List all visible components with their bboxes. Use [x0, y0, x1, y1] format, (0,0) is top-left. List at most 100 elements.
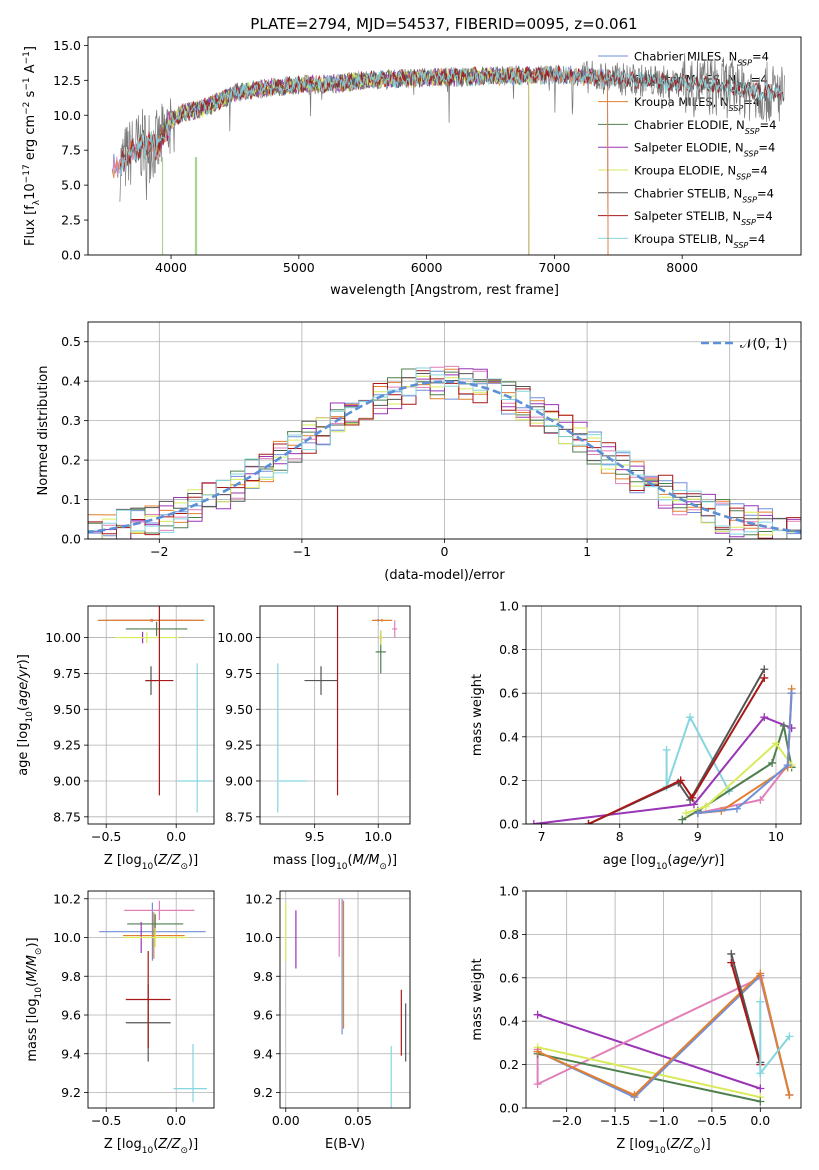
legend-label: Kroupa STELIB, N [634, 232, 734, 246]
x-tick-label: 9 [694, 829, 702, 844]
label-part: 10 [34, 987, 44, 999]
label-part: ] [392, 853, 397, 868]
legend-label: Kroupa ELODIE, N [634, 164, 736, 178]
z-mass-plot-area [99, 900, 207, 1103]
model-spectrum-salpeter-miles [111, 64, 609, 255]
legend-entry-salpeter-elodie: Salpeter ELODIE, NSSP=4 [634, 141, 775, 159]
y-tick-label: 0.0 [499, 1101, 519, 1116]
weight-point-chabrier-elodie [779, 721, 788, 730]
weight-point-kroupa-elodie [701, 802, 710, 811]
legend-entry-chabrier-stelib: Chabrier STELIB, NSSP=4 [634, 186, 774, 204]
label-part: ) [25, 942, 40, 947]
y-tick-label: 10.00 [45, 630, 81, 645]
label-part: 10 [142, 1146, 154, 1156]
residuals-plot-area [88, 365, 801, 539]
label-part: ( [348, 853, 353, 868]
y-label-part: ] [23, 46, 38, 51]
y-axis-label: Flux [fλ10−17 erg cm−2 s−1 A−1] [22, 46, 42, 246]
spectrum-frame [87, 36, 802, 256]
y-tick-label: 9.50 [225, 702, 253, 717]
legend-sub: SSP [741, 218, 756, 227]
label-part: ] [25, 937, 40, 942]
x-axis-label: (data-model)/error [384, 568, 505, 583]
label-part: / [363, 853, 370, 868]
label-part: ) [16, 659, 31, 664]
legend-sub: SSP [736, 172, 751, 181]
x-tick-label: 10 [768, 829, 784, 844]
x-tick-label: −1.0 [648, 1113, 678, 1128]
y-tick-label: 8.75 [53, 809, 81, 824]
weight-point-kroupa-miles [756, 969, 765, 978]
weight-point-salpeter-stelib [727, 958, 736, 967]
weight-point-chabrier-miles [693, 809, 702, 818]
label-part: ] [16, 654, 31, 659]
weight-point-salpeter-elodie [533, 1010, 542, 1019]
y-tick-label: 0.4 [61, 374, 81, 389]
x-tick-label: 0.0 [166, 1113, 186, 1128]
label-part: ⊙ [180, 1146, 188, 1156]
x-tick-label: 0.05 [344, 1113, 372, 1128]
x-axis-label: wavelength [Angstrom, rest frame] [330, 283, 559, 298]
label-part: ( [153, 853, 158, 868]
label-part: ⊙ [34, 948, 44, 956]
label-part: ] [719, 853, 724, 868]
label-part: age [log [16, 723, 31, 776]
weight-line-kroupa-miles [697, 688, 793, 815]
weight-point-kroupa-stelib [756, 997, 765, 1006]
figure-title: PLATE=2794, MJD=54537, FIBERID=0095, z=0… [250, 15, 637, 33]
weight-z-frame [525, 890, 802, 1109]
weight-point-salpeter-elodie [760, 713, 769, 722]
legend-entry-kroupa-miles: Kroupa MILES, NSSP=4 [634, 95, 760, 113]
label-part: mass [log [273, 853, 336, 868]
label-part: age [672, 853, 696, 868]
y-tick-label: 9.00 [225, 773, 253, 788]
weight-point-salpeter-stelib [688, 793, 697, 802]
weight-line-kroupa-miles [537, 971, 791, 1097]
weight-point-kroupa-stelib [662, 745, 671, 754]
y-label-part: −1 [22, 51, 32, 64]
y-tick-label: 0.5 [61, 334, 81, 349]
x-tick-label: 0.0 [166, 829, 186, 844]
axis-label: mass [log10(M/M⊙)] [25, 937, 44, 1061]
y-tick-label: 9.25 [225, 738, 253, 753]
y-tick-label: 0.2 [499, 773, 519, 788]
weight-line-chabrier-miles [697, 693, 793, 815]
legend-entry-salpeter-stelib: Salpeter STELIB, NSSP=4 [634, 209, 773, 227]
label-part: ) [188, 1137, 193, 1152]
axis-label: age [log10(age/yr)] [603, 853, 725, 872]
weight-line-kroupa-elodie [685, 741, 793, 815]
y-label-part: s [23, 90, 38, 101]
x-tick-label: −0.5 [697, 1113, 727, 1128]
label-part: Z [683, 1137, 694, 1152]
mass-age-axes: 9.5 10.0 8.75 9.00 9.25 9.50 9.75 10.00 mass [lo… [217, 606, 410, 872]
y-tick-label: 0.0 [61, 532, 81, 547]
weight-line-kroupa-stelib [665, 714, 730, 792]
x-tick-label: 0 [441, 544, 449, 559]
label-part: M [25, 955, 40, 966]
label-part: M [353, 853, 364, 868]
axis-label: age [log10(age/yr)] [16, 654, 35, 776]
legend-entry-chabrier-elodie: Chabrier ELODIE, NSSP=4 [634, 118, 776, 136]
y-tick-label: 9.6 [61, 1008, 81, 1023]
label-part: ( [667, 853, 672, 868]
label-part: yr [16, 663, 31, 679]
label-part: ) [701, 1137, 706, 1152]
label-part: 10 [142, 862, 154, 872]
legend-suffix: =4 [760, 118, 777, 132]
x-tick-label: 2 [726, 544, 734, 559]
label-part: age [16, 682, 31, 706]
legend-suffix: =4 [748, 232, 765, 246]
weight-point-kroupa-elodie [772, 739, 780, 748]
y-label-part: −1 [22, 77, 32, 90]
weight-point-kroupa-stelib [686, 713, 695, 722]
y-tick-label: 9.75 [225, 666, 253, 681]
label-part: ( [16, 706, 31, 711]
legend-entry-kroupa-elodie: Kroupa ELODIE, NSSP=4 [634, 164, 768, 182]
legend-suffix: =4 [757, 186, 774, 200]
weight-point-salpeter-stelib [676, 776, 685, 785]
label-part: 10 [656, 862, 668, 872]
weight-point-kroupa-miles [533, 1047, 542, 1056]
x-tick-label: 4000 [155, 260, 187, 275]
